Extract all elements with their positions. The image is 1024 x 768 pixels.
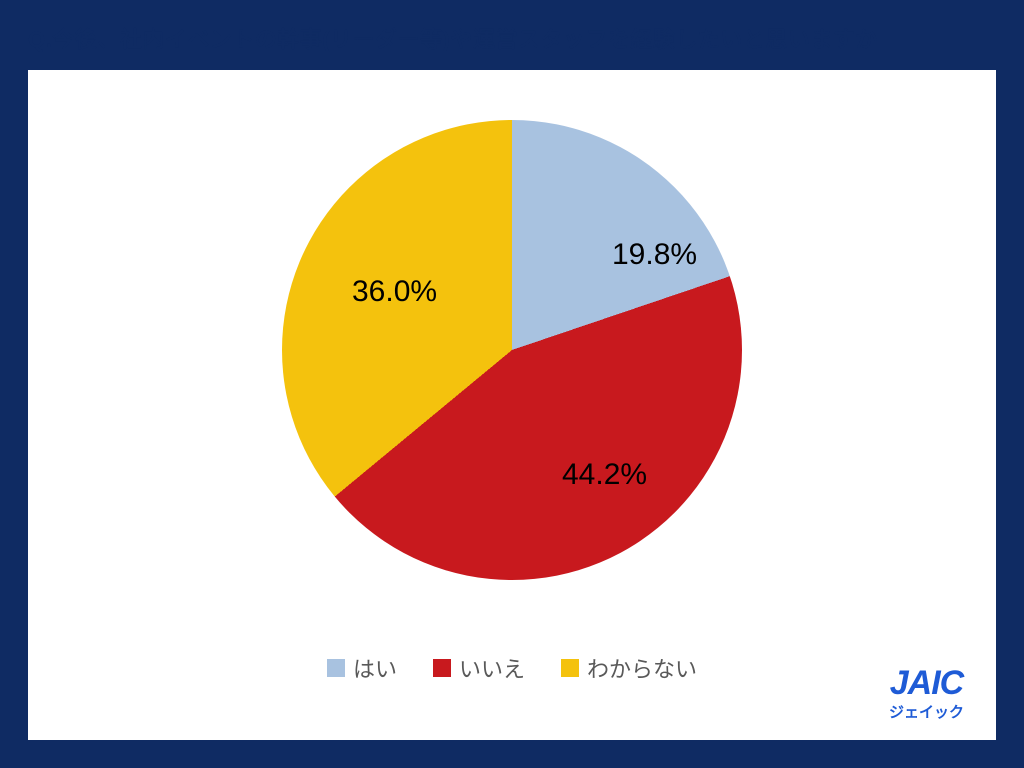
brand-logo: JAIC ジェイック	[889, 664, 964, 722]
logo-main: JAIC	[889, 664, 964, 703]
legend-item-no: いいえ	[433, 652, 525, 684]
legend-item-unknown: わからない	[561, 652, 697, 684]
legend-label-unknown: わからない	[587, 652, 697, 684]
pie-graphic	[282, 120, 742, 580]
legend-label-yes: はい	[353, 652, 397, 684]
legend-label-no: いいえ	[459, 652, 525, 684]
question-title: Q.今後、社内イベントの幹事(リーダー等)や運営スタッフを経験したいと思いますか	[28, 22, 878, 54]
legend-item-yes: はい	[327, 652, 397, 684]
slice-label-yes: 19.8%	[612, 238, 697, 272]
slice-label-no: 44.2%	[562, 458, 647, 492]
logo-sub: ジェイック	[889, 701, 964, 722]
chart-panel: 19.8% 44.2% 36.0% はい いいえ わからない JAIC ジェイッ…	[28, 70, 996, 740]
pie-chart: 19.8% 44.2% 36.0%	[282, 120, 742, 580]
swatch-unknown	[561, 659, 579, 677]
swatch-no	[433, 659, 451, 677]
slice-label-unknown: 36.0%	[352, 275, 437, 309]
outer-frame: Q.今後、社内イベントの幹事(リーダー等)や運営スタッフを経験したいと思いますか…	[0, 0, 1024, 768]
legend: はい いいえ わからない	[28, 652, 996, 684]
swatch-yes	[327, 659, 345, 677]
